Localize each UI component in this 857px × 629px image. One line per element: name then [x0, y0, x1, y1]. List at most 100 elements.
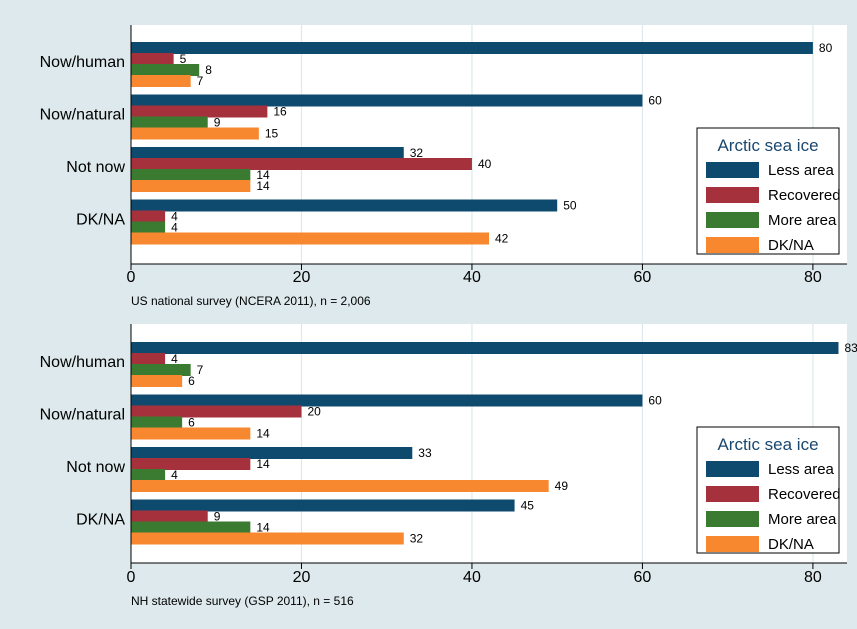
- data-label: 4: [171, 210, 178, 224]
- legend-swatch: [706, 237, 759, 253]
- legend-swatch: [706, 212, 759, 228]
- data-label: 50: [563, 199, 577, 213]
- category-group: 80 5 87: [131, 41, 833, 88]
- category-label: Now/natural: [40, 407, 125, 424]
- data-label: 14: [256, 179, 270, 193]
- category-group: 60 16 9 15: [131, 94, 662, 141]
- x-tick-label: 60: [634, 269, 652, 286]
- bar-less-area: [131, 199, 558, 212]
- bar-more-area: [131, 221, 166, 234]
- legend-label: More area: [768, 511, 837, 528]
- bar-recovered: [131, 105, 268, 118]
- legend: Arctic sea ice Less area Recovered More are…: [696, 127, 841, 255]
- x-tick-label: 20: [293, 269, 311, 286]
- data-label: 45: [521, 499, 535, 513]
- chart-note: US national survey (NCERA 2011), n = 2,0…: [131, 294, 371, 308]
- data-label: 4: [171, 352, 178, 366]
- data-label: 15: [265, 127, 279, 141]
- bar-recovered: [131, 353, 166, 365]
- data-label: 7: [197, 74, 204, 88]
- bar-dk-na: [131, 232, 489, 245]
- data-label: 7: [197, 363, 204, 377]
- category-group: 50 44 42: [131, 199, 577, 246]
- bar-recovered: [131, 158, 472, 170]
- bar-recovered: [131, 458, 251, 470]
- data-label: 40: [478, 157, 492, 171]
- data-label: 5: [180, 52, 187, 66]
- x-tick-label: 80: [804, 569, 822, 586]
- legend-swatch: [706, 536, 759, 552]
- data-label: 60: [648, 94, 662, 108]
- category-label: Now/human: [40, 354, 125, 371]
- bar-less-area: [131, 42, 813, 54]
- data-label: 33: [418, 446, 432, 460]
- category-group: 60 20 6 14: [131, 394, 662, 441]
- category-label: DK/NA: [76, 212, 125, 229]
- bar-dk-na: [131, 375, 183, 387]
- legend-label: DK/NA: [768, 536, 814, 553]
- data-label: 14: [256, 168, 270, 182]
- data-label: 49: [555, 479, 569, 493]
- data-label: 32: [410, 532, 424, 546]
- x-tick-label: 60: [634, 569, 652, 586]
- category-group: 83 4 76: [131, 341, 857, 388]
- data-label: 16: [273, 105, 287, 119]
- bar-recovered: [131, 53, 174, 65]
- bar-less-area: [131, 147, 404, 159]
- category-label: DK/NA: [76, 512, 125, 529]
- data-label: 6: [188, 374, 195, 388]
- x-tick-label: 0: [127, 569, 136, 586]
- data-label: 42: [495, 232, 509, 246]
- category-label: Not now: [66, 159, 125, 176]
- legend-title: Arctic sea ice: [717, 435, 818, 454]
- bar-recovered: [131, 510, 208, 523]
- legend-label: More area: [768, 212, 837, 229]
- bar-dk-na: [131, 480, 549, 492]
- bar-recovered: [131, 210, 166, 223]
- bar-dk-na: [131, 75, 191, 87]
- data-label: 4: [171, 468, 178, 482]
- legend-swatch: [706, 511, 759, 527]
- category-label: Now/natural: [40, 107, 125, 124]
- x-tick-label: 0: [127, 269, 136, 286]
- legend-swatch: [706, 461, 759, 477]
- x-tick-label: 20: [293, 569, 311, 586]
- x-tick-label: 80: [804, 269, 822, 286]
- legend-swatch: [706, 162, 759, 178]
- bar-less-area: [131, 499, 515, 512]
- data-label: 20: [307, 405, 321, 419]
- data-label: 83: [844, 341, 857, 355]
- bar-more-area: [131, 416, 183, 429]
- legend-label: Less area: [768, 162, 835, 179]
- bar-more-area: [131, 521, 251, 534]
- bar-dk-na: [131, 427, 251, 440]
- bar-more-area: [131, 64, 200, 76]
- data-label: 32: [410, 146, 424, 160]
- data-label: 14: [256, 427, 270, 441]
- category-group: 45 9 14 32: [131, 499, 534, 546]
- bar-more-area: [131, 116, 208, 129]
- x-tick-label: 40: [463, 569, 481, 586]
- legend: Arctic sea ice Less area Recovered More are…: [696, 426, 841, 554]
- data-label: 9: [214, 116, 221, 130]
- legend-swatch: [706, 187, 759, 203]
- data-label: 4: [171, 221, 178, 235]
- chart-note: NH statewide survey (GSP 2011), n = 516: [131, 594, 354, 608]
- bar-less-area: [131, 342, 839, 354]
- x-tick-label: 40: [463, 269, 481, 286]
- category-label: Now/human: [40, 54, 125, 71]
- legend-label: Less area: [768, 461, 835, 478]
- data-label: 8: [205, 63, 212, 77]
- bar-recovered: [131, 405, 302, 418]
- bar-more-area: [131, 169, 251, 181]
- bar-less-area: [131, 447, 413, 459]
- legend-label: Recovered: [768, 486, 841, 503]
- data-label: 9: [214, 510, 221, 524]
- bar-less-area: [131, 394, 643, 407]
- legend-title: Arctic sea ice: [717, 136, 818, 155]
- legend-label: DK/NA: [768, 237, 814, 254]
- category-label: Not now: [66, 459, 125, 476]
